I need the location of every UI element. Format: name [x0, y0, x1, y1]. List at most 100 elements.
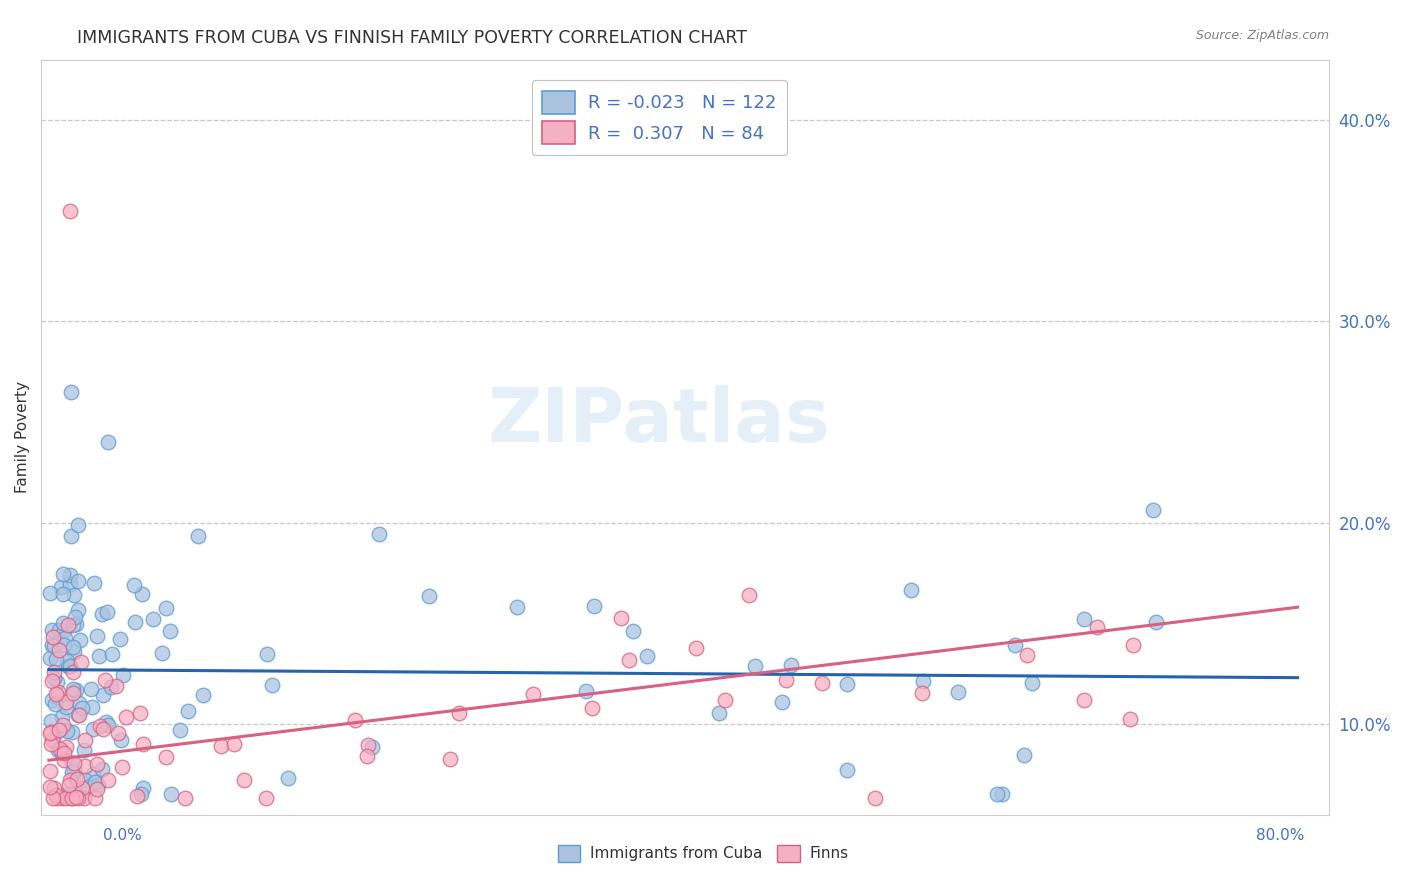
Point	[367, 527, 389, 541]
Point	[67, 696, 90, 710]
Point	[124, 615, 146, 630]
Point	[111, 760, 134, 774]
Point	[222, 737, 245, 751]
Point	[986, 788, 1008, 802]
Point	[52, 587, 75, 601]
Point	[714, 693, 737, 707]
Point	[155, 600, 177, 615]
Point	[707, 706, 730, 720]
Point	[59, 791, 82, 805]
Text: ZIPatlas: ZIPatlas	[488, 385, 831, 458]
Point	[63, 756, 86, 771]
Point	[835, 764, 858, 778]
Point	[41, 732, 63, 747]
Point	[83, 575, 105, 590]
Point	[65, 617, 87, 632]
Point	[42, 791, 65, 805]
Point	[44, 781, 66, 796]
Point	[770, 694, 793, 708]
Point	[86, 781, 108, 796]
Point	[82, 723, 104, 737]
Point	[55, 791, 77, 805]
Point	[39, 764, 62, 778]
Point	[94, 714, 117, 729]
Point	[97, 718, 120, 732]
Point	[1012, 747, 1035, 762]
Point	[66, 602, 89, 616]
Point	[90, 607, 112, 622]
Point	[48, 723, 70, 737]
Point	[256, 647, 278, 661]
Point	[73, 773, 96, 788]
Point	[86, 757, 108, 772]
Point	[583, 599, 606, 613]
Point	[45, 651, 67, 665]
Point	[59, 659, 82, 673]
Point	[107, 726, 129, 740]
Point	[131, 587, 153, 601]
Point	[63, 609, 86, 624]
Point	[52, 615, 75, 630]
Point	[48, 624, 70, 638]
Point	[863, 791, 886, 805]
Point	[131, 781, 153, 796]
Point	[67, 791, 90, 805]
Point	[63, 588, 86, 602]
Text: IMMIGRANTS FROM CUBA VS FINNISH FAMILY POVERTY CORRELATION CHART: IMMIGRANTS FROM CUBA VS FINNISH FAMILY P…	[77, 29, 748, 46]
Point	[45, 675, 67, 690]
Point	[447, 706, 470, 720]
Point	[176, 705, 198, 719]
Point	[1085, 620, 1108, 634]
Point	[62, 665, 84, 679]
Point	[41, 624, 63, 638]
Point	[42, 630, 65, 644]
Point	[52, 623, 75, 637]
Legend: Immigrants from Cuba, Finns: Immigrants from Cuba, Finns	[551, 838, 855, 868]
Point	[169, 723, 191, 738]
Point	[132, 737, 155, 751]
Point	[62, 617, 84, 632]
Point	[87, 648, 110, 663]
Point	[91, 688, 114, 702]
Text: Source: ZipAtlas.com: Source: ZipAtlas.com	[1195, 29, 1329, 42]
Point	[59, 773, 82, 788]
Point	[62, 682, 84, 697]
Point	[93, 673, 115, 688]
Point	[685, 641, 707, 656]
Point	[65, 772, 87, 786]
Point	[59, 529, 82, 543]
Point	[127, 789, 149, 803]
Point	[51, 710, 73, 724]
Point	[621, 624, 644, 639]
Point	[46, 791, 69, 805]
Point	[104, 679, 127, 693]
Point	[101, 647, 124, 661]
Point	[946, 685, 969, 699]
Point	[55, 740, 77, 755]
Point	[70, 655, 93, 669]
Point	[39, 585, 62, 599]
Point	[811, 676, 834, 690]
Point	[48, 643, 70, 657]
Point	[439, 752, 461, 766]
Y-axis label: Family Poverty: Family Poverty	[15, 381, 30, 493]
Point	[90, 762, 112, 776]
Point	[59, 203, 82, 218]
Point	[51, 747, 73, 761]
Point	[277, 771, 299, 785]
Point	[39, 650, 62, 665]
Point	[69, 632, 91, 647]
Point	[232, 772, 254, 787]
Point	[60, 725, 83, 739]
Point	[70, 701, 93, 715]
Point	[142, 612, 165, 626]
Point	[45, 788, 67, 802]
Point	[115, 709, 138, 723]
Point	[62, 640, 84, 654]
Point	[55, 700, 77, 714]
Point	[506, 600, 529, 615]
Point	[911, 686, 934, 700]
Point	[41, 731, 63, 746]
Point	[44, 665, 66, 680]
Point	[46, 690, 69, 705]
